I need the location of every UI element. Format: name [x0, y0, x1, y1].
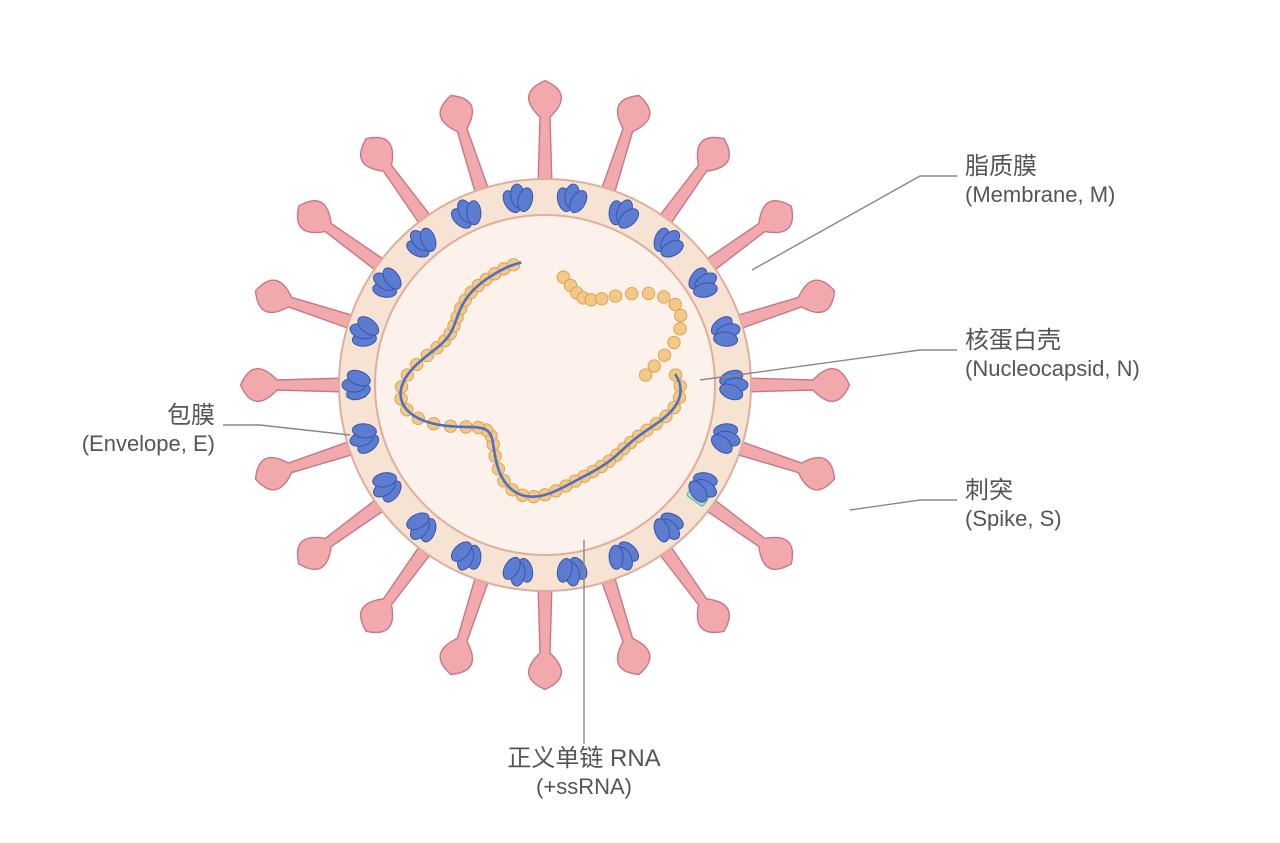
- label-spike-cn: 刺突: [965, 477, 1013, 504]
- spike: [743, 369, 849, 402]
- nucleocapsid-bead: [609, 290, 621, 302]
- spike: [731, 280, 834, 330]
- spike: [440, 95, 490, 198]
- leader-line: [850, 500, 957, 510]
- nucleocapsid-bead: [639, 369, 651, 381]
- label-nucleocapsid-cn: 核蛋白壳: [965, 327, 1061, 354]
- label-rna-cn: 正义单链 RNA: [507, 745, 660, 772]
- nucleocapsid-bead: [658, 349, 670, 361]
- spike: [529, 583, 562, 689]
- spike: [255, 440, 358, 490]
- spike: [701, 496, 792, 570]
- spike: [731, 440, 834, 490]
- spike: [361, 541, 435, 632]
- nucleocapsid-bead: [674, 323, 686, 335]
- nucleocapsid-bead: [625, 287, 637, 299]
- nucleocapsid-bead: [658, 291, 670, 303]
- spike: [255, 280, 358, 330]
- nucleocapsid-bead: [668, 336, 680, 348]
- nucleocapsid-bead: [596, 293, 608, 305]
- spike: [656, 138, 730, 229]
- spike: [298, 201, 389, 275]
- spike: [440, 571, 490, 674]
- label-rna-en: (+ssRNA): [536, 774, 632, 799]
- spike: [361, 138, 435, 229]
- leader-line: [223, 425, 350, 435]
- label-membrane-cn: 脂质膜: [965, 153, 1037, 180]
- label-envelope-en: (Envelope, E): [82, 431, 215, 456]
- nucleocapsid-bead: [642, 287, 654, 299]
- spike: [298, 496, 389, 570]
- label-nucleocapsid-en: (Nucleocapsid, N): [965, 356, 1140, 381]
- spike: [600, 571, 650, 674]
- spike: [241, 369, 347, 402]
- spike: [529, 81, 562, 187]
- spike: [701, 201, 792, 275]
- label-spike-en: (Spike, S): [965, 506, 1062, 531]
- label-membrane-en: (Membrane, M): [965, 182, 1115, 207]
- spike: [656, 541, 730, 632]
- spike: [600, 95, 650, 198]
- label-envelope-cn: 包膜: [167, 402, 215, 429]
- nucleocapsid-bead: [675, 309, 687, 321]
- nucleocapsid-bead: [669, 298, 681, 310]
